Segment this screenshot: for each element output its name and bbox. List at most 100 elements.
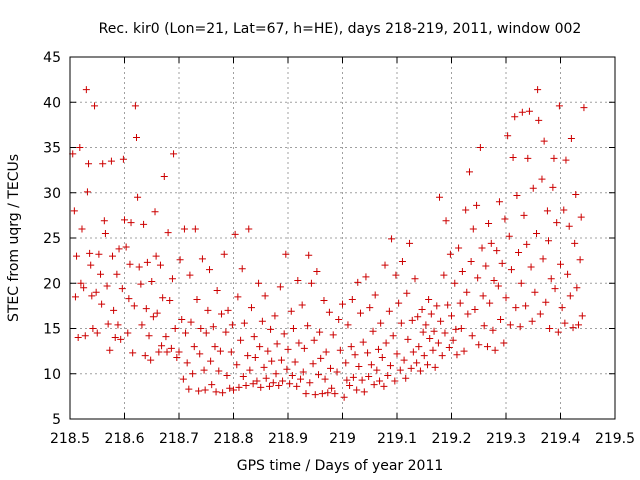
- data-point: [242, 382, 250, 390]
- data-point: [110, 306, 118, 314]
- data-point: [182, 329, 190, 337]
- data-point: [336, 346, 344, 354]
- data-point: [348, 296, 356, 304]
- data-point: [378, 353, 386, 361]
- data-point: [511, 113, 519, 121]
- data-point: [427, 310, 435, 318]
- data-point: [223, 372, 231, 380]
- data-point: [553, 219, 561, 227]
- data-point: [249, 380, 257, 388]
- data-point: [315, 371, 323, 379]
- data-point: [83, 188, 91, 196]
- data-point: [377, 319, 385, 327]
- data-point: [151, 208, 159, 216]
- data-point: [567, 134, 575, 142]
- data-point: [159, 294, 167, 302]
- y-axis-title: STEC from uqrg / TECUs: [6, 154, 22, 322]
- data-point: [111, 334, 119, 342]
- data-point: [369, 327, 377, 335]
- x-tick-label: 219.2: [431, 431, 471, 447]
- data-point: [97, 270, 105, 278]
- data-point: [183, 359, 191, 367]
- data-point: [327, 364, 335, 372]
- data-point: [425, 296, 433, 304]
- data-point: [531, 288, 539, 296]
- data-point: [131, 102, 139, 110]
- data-point: [76, 144, 84, 151]
- data-point: [374, 345, 382, 353]
- data-point: [141, 352, 149, 360]
- data-point: [162, 333, 170, 341]
- data-point: [504, 132, 512, 140]
- data-point: [313, 267, 321, 275]
- x-tick-label: 218.6: [104, 431, 144, 447]
- data-point: [434, 339, 442, 347]
- data-point: [451, 279, 459, 287]
- data-point: [134, 193, 142, 201]
- data-point: [114, 321, 122, 329]
- x-tick-label: 218.8: [213, 431, 253, 447]
- y-tick-label: 45: [43, 50, 61, 66]
- data-point: [424, 361, 432, 369]
- data-point: [127, 219, 135, 227]
- data-point: [342, 359, 350, 367]
- data-point: [534, 86, 542, 94]
- data-point: [543, 207, 551, 215]
- data-point: [498, 259, 506, 267]
- data-point: [456, 299, 464, 307]
- data-point: [260, 363, 268, 371]
- data-point: [433, 302, 441, 310]
- data-point: [213, 286, 221, 294]
- data-point: [294, 277, 302, 285]
- data-point: [457, 325, 465, 332]
- data-point: [536, 310, 544, 318]
- data-point: [149, 313, 157, 321]
- data-point: [469, 225, 477, 233]
- x-tick-label: 218.5: [50, 431, 90, 447]
- tick-labels: 218.5 218.6 218.7 218.8 218.9 219 219.1 219.2 21…: [43, 50, 635, 447]
- data-point: [277, 356, 285, 364]
- data-point: [193, 296, 201, 304]
- data-point: [509, 153, 517, 161]
- data-point: [429, 346, 437, 354]
- data-point: [419, 328, 427, 336]
- data-point: [170, 150, 178, 158]
- data-point: [137, 280, 145, 288]
- axis-ticks: [69, 56, 616, 420]
- data-point: [545, 237, 553, 245]
- data-point: [143, 258, 151, 266]
- data-point: [411, 275, 419, 283]
- data-point: [465, 168, 473, 176]
- data-point: [101, 229, 109, 237]
- data-point: [171, 325, 179, 332]
- data-point: [441, 329, 449, 337]
- data-point: [414, 313, 422, 321]
- data-point: [228, 321, 236, 329]
- data-point: [235, 383, 243, 391]
- data-point: [558, 304, 566, 312]
- data-point: [195, 387, 203, 395]
- data-point: [566, 292, 574, 300]
- data-point: [393, 350, 401, 358]
- data-point: [376, 377, 384, 385]
- data-point: [486, 299, 494, 307]
- data-point: [268, 357, 276, 365]
- data-point: [527, 263, 535, 271]
- data-point: [125, 295, 133, 303]
- x-axis-title: GPS time / Days of year 2011: [237, 458, 444, 474]
- data-point: [555, 102, 563, 110]
- data-point: [276, 283, 284, 291]
- data-point: [320, 296, 328, 304]
- data-point: [246, 366, 254, 374]
- data-point: [557, 260, 564, 268]
- data-point: [104, 320, 112, 328]
- data-point: [380, 382, 388, 390]
- data-point: [573, 284, 581, 292]
- data-point: [140, 220, 148, 228]
- data-point: [351, 351, 359, 359]
- data-point: [416, 367, 424, 375]
- data-point: [145, 332, 153, 340]
- data-point: [485, 220, 493, 228]
- data-point: [448, 312, 455, 320]
